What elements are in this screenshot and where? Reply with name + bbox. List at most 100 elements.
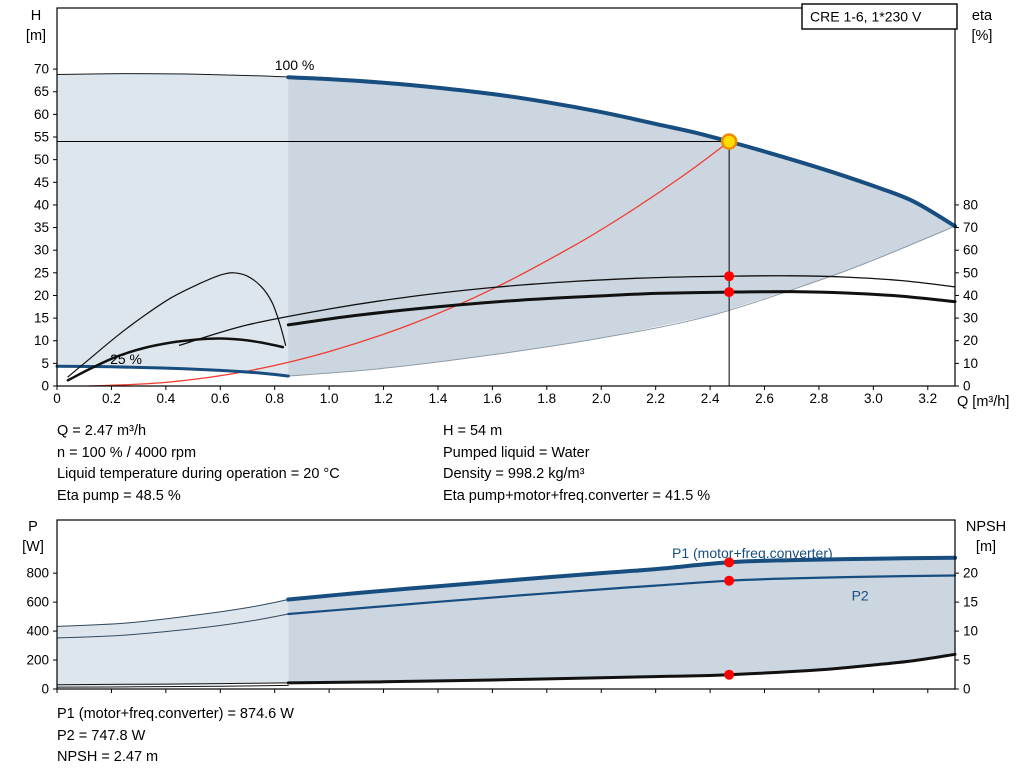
y-right-tick-label: 60 — [963, 243, 978, 258]
y-left-tick-label: 45 — [34, 175, 49, 190]
power-npsh-chart: 0 200 400 600 800 0 5 10 15 20 P1 (motor+freq.conv… — [26, 519, 978, 697]
x-tick-label: 2.8 — [810, 391, 829, 406]
y-left-tick-label: 35 — [34, 220, 49, 235]
label-100pct: 100 % — [275, 57, 315, 73]
detail-density: Density = 998.2 kg/m³ — [443, 466, 585, 482]
x-tick-label: 1.2 — [374, 391, 393, 406]
y-left-tick-label: 30 — [34, 243, 49, 258]
y-left-tick-label: 70 — [34, 62, 49, 77]
detail-eta-total: Eta pump+motor+freq.converter = 41.5 % — [443, 487, 711, 504]
envelope-min-edge — [287, 225, 956, 377]
system-curve — [89, 140, 730, 387]
x-tick-label: 1.4 — [429, 391, 448, 406]
y-left-tick-label: 600 — [26, 595, 49, 610]
x-tick-label: 1.8 — [537, 391, 556, 406]
y-right-tick-label: 0 — [963, 682, 971, 697]
result-block: P1 (motor+freq.converter) = 874.6 W P2 =… — [57, 704, 294, 769]
y-left-tick-label: 60 — [34, 107, 49, 122]
q-axis-title: Q [m³/h] — [957, 394, 1010, 410]
label-p2: P2 — [852, 588, 869, 604]
p1-extension — [56, 599, 289, 627]
y-left-tick-label: 15 — [34, 311, 49, 326]
y-left-tick-label: 10 — [34, 333, 49, 348]
p-axis-title: P [W] — [13, 517, 53, 557]
y-left-tick-label: 65 — [34, 84, 49, 99]
y-left-tick-label: 0 — [41, 379, 49, 394]
operating-envelope — [288, 77, 955, 377]
head-efficiency-chart: 0 0.2 0.4 0.6 0.8 1.0 1.2 1.4 1.6 1.8 2.0 2.2 2.4 2.6… — [34, 3, 978, 406]
x-tick-label: 3.0 — [864, 391, 883, 406]
y-left-tick-label: 400 — [26, 624, 49, 639]
x-tick-label: 2.4 — [701, 391, 720, 406]
y-right-tick-label: 15 — [963, 595, 978, 610]
h-axis-title: H [m] — [18, 6, 54, 46]
p-axis-unit: [W] — [22, 539, 44, 555]
p2-curve — [287, 574, 957, 616]
npsh-point — [724, 669, 735, 680]
x-tick-label: 2.6 — [755, 391, 774, 406]
head-100pct — [286, 75, 957, 229]
detail-liquid-temperature: Liquid temperature during operation = 20… — [57, 466, 340, 482]
y-left-tick-label: 55 — [34, 130, 49, 145]
x-tick-label: 2.2 — [646, 391, 665, 406]
p-axis-name: P — [28, 519, 38, 535]
eta-axis-name: eta — [971, 8, 993, 24]
y-left-tick-label: 50 — [34, 152, 49, 167]
result-p2: P2 = 747.8 W — [57, 727, 146, 744]
y-left-tick-label: 25 — [34, 265, 49, 280]
legend-box — [801, 3, 958, 30]
legend-label: CRE 1-6, 1*230 V — [810, 9, 922, 25]
power-envelope-light — [57, 599, 289, 687]
label-p1: P1 (motor+freq.converter) — [672, 545, 833, 561]
power-envelope — [288, 557, 955, 683]
y-right-tick-label: 5 — [963, 653, 971, 668]
y-right-tick-label: 70 — [963, 220, 978, 235]
y-right-tick-label: 10 — [963, 356, 978, 371]
y-right-tick-label: 20 — [963, 566, 978, 581]
p1-curve — [286, 555, 957, 602]
head-25pct — [55, 364, 290, 378]
detail-eta-pump: Eta pump = 48.5 % — [57, 487, 181, 504]
label-25pct: 25 % — [110, 351, 142, 367]
x-tick-label: 1.0 — [320, 391, 339, 406]
npsh-curve — [286, 652, 957, 685]
y-left-tick-label: 40 — [34, 197, 49, 212]
eta-axis-title: eta [%] — [963, 6, 1001, 46]
y-left-tick-label: 800 — [26, 566, 49, 581]
aux-low-power-1 — [56, 682, 289, 686]
p2-extension — [56, 613, 289, 639]
duty-point — [720, 133, 738, 150]
x-tick-label: 1.6 — [483, 391, 502, 406]
x-tick-label: 0.4 — [156, 391, 175, 406]
eta-total-100pct — [286, 290, 957, 327]
eta-total-point — [724, 287, 735, 298]
npsh-axis-unit: [m] — [975, 539, 997, 555]
y-right-tick-label: 10 — [963, 624, 978, 639]
x-tick-label: 0 — [53, 391, 61, 406]
x-tick-label: 2.0 — [592, 391, 611, 406]
duty-details-right: H = 54 m Pumped liquid = Water Density =… — [443, 421, 710, 507]
result-p1: P1 (motor+freq.converter) = 874.6 W — [57, 706, 294, 722]
aux-low-power-2 — [56, 684, 289, 688]
plot-border — [56, 7, 956, 387]
p2-point — [724, 575, 735, 586]
eta-axis-unit: [%] — [971, 28, 993, 44]
eta-total-25pct — [66, 337, 285, 382]
y-right-tick-label: 30 — [963, 311, 978, 326]
detail-speed: n = 100 % / 4000 rpm — [57, 444, 197, 461]
y-right-tick-label: 50 — [963, 265, 978, 280]
npsh-axis-name: NPSH — [965, 519, 1007, 535]
y-left-tick-label: 200 — [26, 653, 49, 668]
detail-pumped-liquid: Pumped liquid = Water — [443, 444, 590, 461]
x-tick-label: 3.2 — [918, 391, 937, 406]
eta-pump-100pct — [178, 275, 956, 346]
x-tick-label: 0.2 — [102, 391, 121, 406]
y-left-tick-label: 5 — [41, 356, 49, 371]
plot-border — [56, 519, 956, 690]
x-tick-label: 0.6 — [211, 391, 230, 406]
p1-point — [724, 557, 735, 568]
detail-q: Q = 2.47 m³/h — [57, 423, 147, 439]
npsh-axis-title: NPSH [m] — [959, 517, 1013, 557]
y-right-tick-label: 0 — [963, 379, 971, 394]
